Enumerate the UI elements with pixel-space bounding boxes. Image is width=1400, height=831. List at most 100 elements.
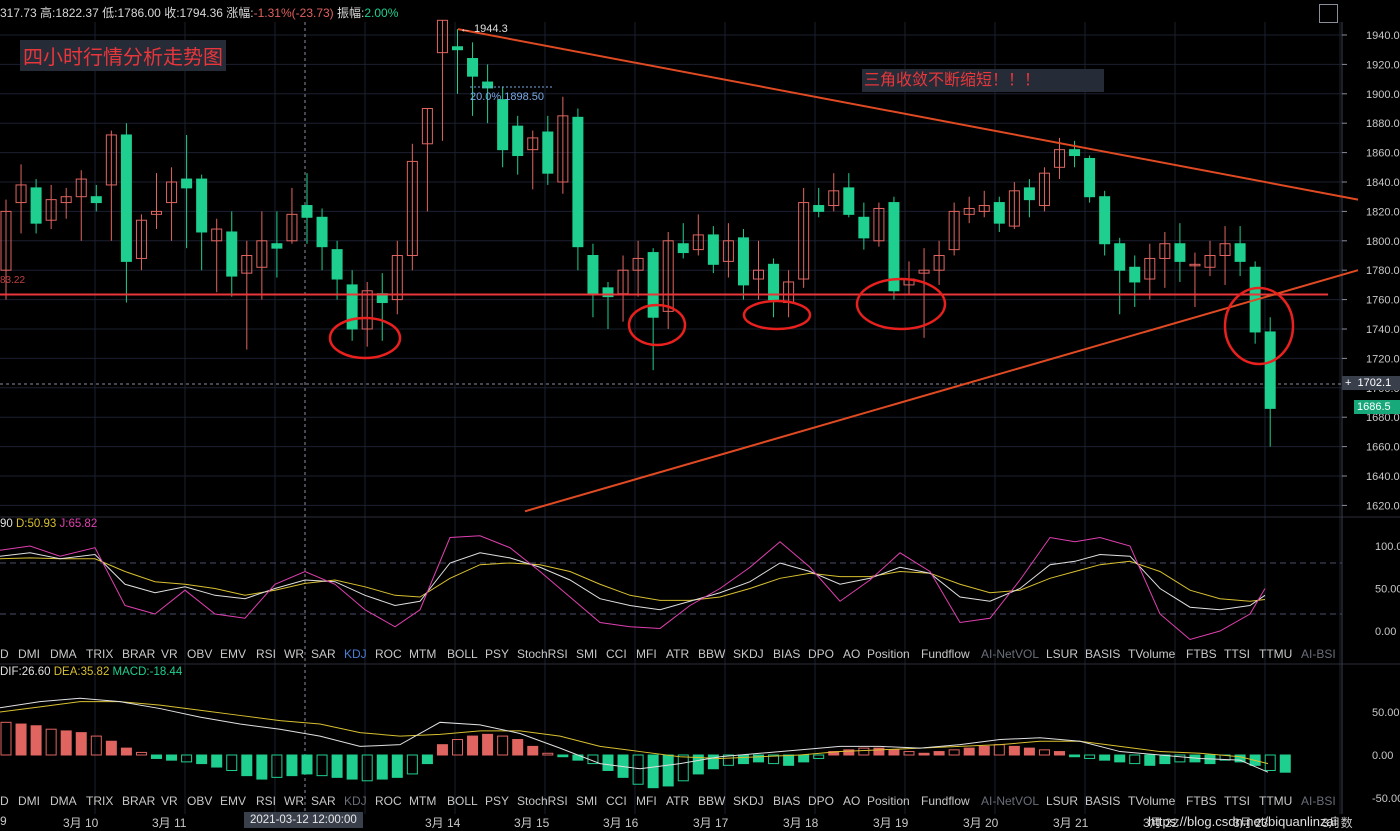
indicator-tab-d[interactable]: D — [0, 794, 9, 808]
indicator-tab-brar[interactable]: BRAR — [122, 794, 156, 808]
indicator-tab-wr[interactable]: WR — [284, 794, 304, 808]
indicator-tab-brar[interactable]: BRAR — [122, 647, 156, 661]
candle-body — [316, 216, 328, 248]
indicator-tab-ttsi[interactable]: TTSI — [1224, 647, 1250, 661]
indicator-tab-d[interactable]: D — [0, 647, 9, 661]
macd-bar — [632, 754, 644, 785]
indicator-tab-stochrsi[interactable]: StochRSI — [517, 647, 568, 661]
price-tick-label: 1880.00 — [1366, 118, 1400, 130]
indicator-tab-tvolume[interactable]: TVolume — [1128, 794, 1176, 808]
indicator-tab-position[interactable]: Position — [867, 794, 910, 808]
indicator-tab-bbw[interactable]: BBW — [698, 794, 726, 808]
candle-body — [858, 216, 870, 239]
indicator-tab-skdj[interactable]: SKDJ — [733, 647, 764, 661]
indicator-tab-dpo[interactable]: DPO — [808, 794, 835, 808]
indicator-tab-kdj[interactable]: KDJ — [344, 647, 367, 661]
indicator-tab-vr[interactable]: VR — [161, 794, 178, 808]
indicator-tab-roc[interactable]: ROC — [375, 794, 402, 808]
indicator-tab-rsi[interactable]: RSI — [256, 794, 277, 808]
indicator-tab-sar[interactable]: SAR — [311, 647, 336, 661]
candle-body — [301, 205, 313, 218]
indicator-tab-ao[interactable]: AO — [843, 794, 861, 808]
macd-bar — [301, 754, 313, 775]
indicator-tab-wr[interactable]: WR — [284, 647, 304, 661]
indicator-tab-mtm[interactable]: MTM — [409, 794, 437, 808]
indicator-tab-dmi[interactable]: DMI — [18, 794, 40, 808]
indicator-tab-kdj[interactable]: KDJ — [344, 794, 367, 808]
indicator-tab-position[interactable]: Position — [867, 647, 910, 661]
indicator-tab-ai-bsi[interactable]: AI-BSI — [1301, 794, 1336, 808]
indicator-tab-psy[interactable]: PSY — [485, 647, 510, 661]
indicator-tab-smi[interactable]: SMI — [576, 647, 598, 661]
indicator-tab-lsur[interactable]: LSUR — [1046, 794, 1079, 808]
candle-body — [722, 240, 734, 262]
highlight-circle — [328, 316, 402, 360]
date-label: 3月 15 — [514, 816, 550, 830]
indicator-tab-ttmu[interactable]: TTMU — [1259, 647, 1293, 661]
indicator-tab-emv[interactable]: EMV — [220, 794, 247, 808]
indicator-tab-dpo[interactable]: DPO — [808, 647, 835, 661]
indicator-tab-atr[interactable]: ATR — [666, 794, 690, 808]
indicator-tab-rsi[interactable]: RSI — [256, 647, 277, 661]
indicator-tab-ttsi[interactable]: TTSI — [1224, 794, 1250, 808]
candle-body — [421, 108, 433, 145]
indicator-tab-obv[interactable]: OBV — [187, 794, 213, 808]
indicator-tab-dmi[interactable]: DMI — [18, 647, 40, 661]
price-tick-label: 1640.00 — [1366, 471, 1400, 483]
indicator-tab-boll[interactable]: BOLL — [447, 794, 478, 808]
candle-body — [90, 196, 102, 204]
indicator-tab-boll[interactable]: BOLL — [447, 647, 478, 661]
indicator-tab-trix[interactable]: TRIX — [86, 794, 114, 808]
indicator-tab-ao[interactable]: AO — [843, 647, 861, 661]
indicator-tab-ftbs[interactable]: FTBS — [1186, 647, 1217, 661]
indicator-tab-bias[interactable]: BIAS — [773, 647, 801, 661]
kdj-tick-label: 50.00 — [1375, 584, 1400, 596]
indicator-tab-trix[interactable]: TRIX — [86, 647, 114, 661]
indicator-tab-cci[interactable]: CCI — [606, 794, 627, 808]
indicator-tab-mfi[interactable]: MFI — [636, 647, 657, 661]
candle-body — [542, 131, 554, 174]
indicator-tab-basis[interactable]: BASIS — [1085, 647, 1121, 661]
indicator-tab-basis[interactable]: BASIS — [1085, 794, 1121, 808]
indicator-tab-ttmu[interactable]: TTMU — [1259, 794, 1293, 808]
change-label: 涨幅: — [226, 6, 254, 20]
indicator-tab-roc[interactable]: ROC — [375, 647, 402, 661]
highlight-circle — [855, 277, 947, 331]
macd-bar — [120, 747, 132, 756]
indicator-tab-bias[interactable]: BIAS — [773, 794, 801, 808]
indicator-tab-tvolume[interactable]: TVolume — [1128, 647, 1176, 661]
kdj-tick-label: 0.00 — [1375, 626, 1396, 638]
indicator-tab-cci[interactable]: CCI — [606, 647, 627, 661]
indicator-tab-sar[interactable]: SAR — [311, 794, 336, 808]
indicator-tab-emv[interactable]: EMV — [220, 647, 247, 661]
date-label: 3月 14 — [425, 816, 461, 830]
candle-body — [346, 284, 358, 330]
indicator-tab-mtm[interactable]: MTM — [409, 647, 437, 661]
indicator-tab-atr[interactable]: ATR — [666, 647, 690, 661]
indicator-tab-psy[interactable]: PSY — [485, 794, 510, 808]
price-tick-label: 1940.00 — [1366, 30, 1400, 42]
indicator-tab-ai-netvol[interactable]: AI-NetVOL — [981, 647, 1040, 661]
indicator-tab-skdj[interactable]: SKDJ — [733, 794, 764, 808]
indicator-tab-bbw[interactable]: BBW — [698, 647, 726, 661]
price-tick-label: 1800.00 — [1366, 236, 1400, 248]
indicator-tab-dma[interactable]: DMA — [50, 647, 77, 661]
indicator-tab-ai-netvol[interactable]: AI-NetVOL — [981, 794, 1040, 808]
indicator-tab-fundflow[interactable]: Fundflow — [921, 647, 970, 661]
indicator-tab-stochrsi[interactable]: StochRSI — [517, 794, 568, 808]
candle-body — [572, 116, 584, 248]
expand-icon[interactable] — [1319, 4, 1338, 23]
macd-bar — [1129, 754, 1141, 765]
indicator-tab-obv[interactable]: OBV — [187, 647, 213, 661]
indicator-tab-ai-bsi[interactable]: AI-BSI — [1301, 647, 1336, 661]
indicator-tab-ftbs[interactable]: FTBS — [1186, 794, 1217, 808]
indicator-tab-smi[interactable]: SMI — [576, 794, 598, 808]
indicator-tab-fundflow[interactable]: Fundflow — [921, 794, 970, 808]
indicator-tab-lsur[interactable]: LSUR — [1046, 647, 1079, 661]
indicator-tab-vr[interactable]: VR — [161, 647, 178, 661]
candle-body — [30, 187, 42, 224]
indicator-tab-dma[interactable]: DMA — [50, 794, 77, 808]
macd-bar — [256, 754, 268, 780]
indicator-tab-mfi[interactable]: MFI — [636, 794, 657, 808]
